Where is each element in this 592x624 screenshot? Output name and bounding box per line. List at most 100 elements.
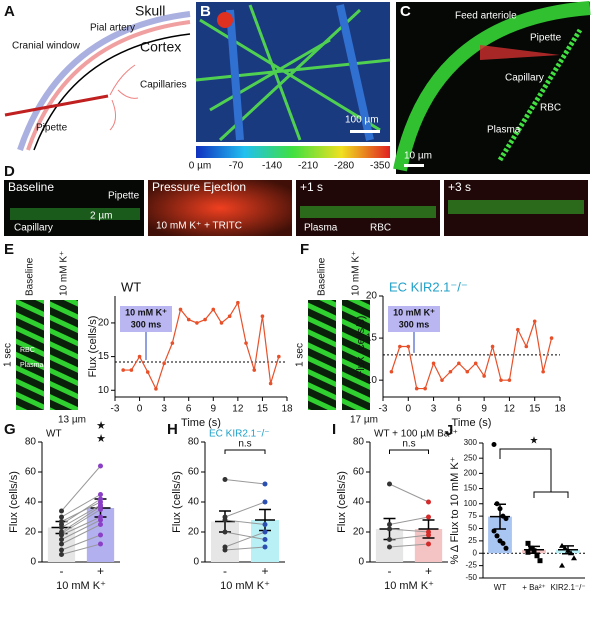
x-tick-label: - <box>60 564 64 578</box>
data-point <box>490 344 495 349</box>
pair-line <box>61 509 101 534</box>
data-point <box>571 555 577 561</box>
annotation: 10 mM K⁺ <box>393 307 435 317</box>
data-point <box>186 317 191 322</box>
x-tick-label: WT <box>494 583 507 592</box>
x-tick-label: - <box>388 564 392 578</box>
y-tick-label: 20 <box>98 318 110 329</box>
significance: ★ <box>530 436 539 447</box>
data-point <box>537 558 543 564</box>
panel-label: C <box>400 3 411 20</box>
data-point <box>387 544 392 550</box>
x-tick-label: 18 <box>281 404 293 415</box>
data-point <box>541 369 545 374</box>
data-point <box>98 541 103 547</box>
panel-d: D Baseline Pipette Capillary 2 µm Pressu… <box>4 163 588 236</box>
pair-line <box>61 519 101 540</box>
panel-f: F Baseline 10 mM K⁺ 1 sec 17 µm <box>295 241 378 426</box>
y-axis-title: % Δ Flux to 10 mM K⁺ <box>449 456 461 564</box>
x-tick-label: 9 <box>481 404 487 415</box>
y-tick-label: 15 <box>366 333 378 344</box>
data-point <box>262 499 268 505</box>
data-point <box>227 314 232 319</box>
label: Plasma <box>304 223 338 234</box>
label: Pipette <box>108 191 140 202</box>
pair-line <box>389 543 429 548</box>
data-point <box>457 361 461 366</box>
data-point <box>387 537 392 542</box>
pair-line <box>389 528 429 533</box>
data-point <box>426 532 431 538</box>
significance: ★★ <box>95 419 107 445</box>
label: RBC <box>540 103 561 114</box>
label: Capillary <box>14 223 53 234</box>
label: Cortex <box>140 39 181 55</box>
data-line <box>123 301 280 391</box>
data-point <box>503 545 509 551</box>
label: Baseline <box>8 180 54 194</box>
data-point <box>222 477 228 482</box>
data-point <box>222 517 228 523</box>
data-point <box>516 327 520 332</box>
data-point <box>262 529 268 535</box>
label: Skull <box>135 3 165 19</box>
data-point <box>262 537 268 542</box>
data-point <box>559 562 565 568</box>
data-point <box>524 344 529 349</box>
data-point <box>387 481 392 487</box>
x-axis-title: 10 mM K⁺ <box>384 580 434 592</box>
y-tick-label: 0 <box>193 557 199 568</box>
data-point <box>121 368 125 372</box>
data-point <box>244 341 248 345</box>
panel-label: A <box>4 3 15 20</box>
y-tick-label: 0 <box>358 557 364 568</box>
data-point <box>525 549 531 555</box>
data-point <box>491 442 497 448</box>
pair-line <box>224 531 266 548</box>
data-point <box>59 537 64 542</box>
data-point <box>565 547 571 553</box>
y-tick-label: 0 <box>30 557 36 568</box>
x-tick-label: 0 <box>137 404 143 415</box>
data-point <box>236 300 240 305</box>
label: Feed arteriole <box>455 11 517 22</box>
pair-line <box>61 516 101 536</box>
label: Plasma <box>20 362 43 369</box>
x-tick-label: 9 <box>211 404 217 415</box>
bracket <box>499 448 569 498</box>
data-point <box>262 481 268 487</box>
panel-c: C Feed arteriole Pipette Capillary RBC P… <box>393 1 591 174</box>
label: Baseline <box>317 257 328 296</box>
pair-line <box>61 494 101 518</box>
label: Baseline <box>25 257 36 296</box>
y-tick-label: 40 <box>188 497 200 508</box>
annotation-box <box>388 306 440 332</box>
data-point <box>59 552 64 557</box>
x-axis-title: Time (s) <box>181 417 221 429</box>
panel-a: A Skull Pial artery Cortex Cranial windo… <box>4 3 191 151</box>
bracket <box>389 449 429 454</box>
chart-title: WT + 100 µM Ba²⁺ <box>374 429 458 440</box>
data-point <box>559 542 565 548</box>
y-axis-title: Flux (cells/s) <box>355 316 367 378</box>
label: Cranial window <box>12 41 81 52</box>
y-tick-label: 200 <box>464 468 478 477</box>
annotation: 10 mM K⁺ <box>125 307 167 317</box>
data-point <box>252 368 257 372</box>
pair-line <box>61 504 101 528</box>
data-point <box>387 526 392 532</box>
data-point <box>534 553 540 559</box>
data-point <box>59 541 64 547</box>
data-point <box>389 369 394 374</box>
panel-label: E <box>4 241 14 258</box>
data-point <box>499 378 503 382</box>
pair-line <box>61 543 101 555</box>
data-point <box>59 508 64 514</box>
y-tick-label: 10 <box>366 375 378 386</box>
data-point <box>448 369 453 374</box>
data-point <box>129 368 134 372</box>
x-tick-label: 0 <box>406 404 412 415</box>
data-point <box>532 319 537 324</box>
